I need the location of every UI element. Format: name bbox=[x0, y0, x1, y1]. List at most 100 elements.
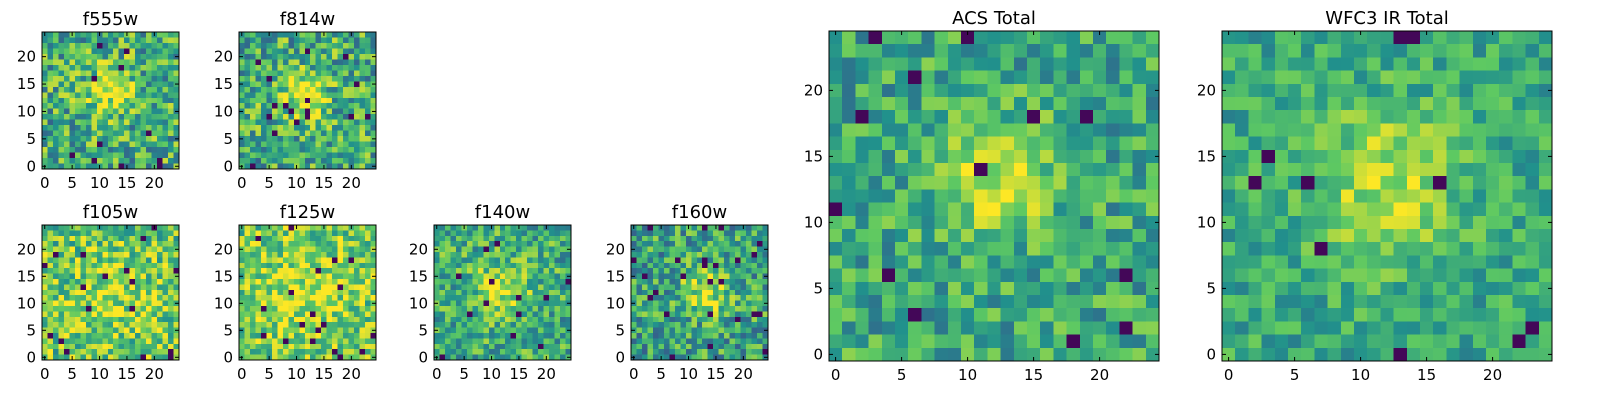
heatmap-cell bbox=[157, 163, 164, 170]
heatmap-cell bbox=[1053, 268, 1068, 283]
heatmap-cell bbox=[80, 333, 87, 339]
heatmap-cell bbox=[321, 108, 328, 115]
heatmap-cell bbox=[713, 230, 720, 237]
heatmap-cell bbox=[332, 257, 339, 264]
heatmap-cell bbox=[450, 235, 457, 242]
heatmap-cell bbox=[260, 97, 267, 104]
heatmap-cell bbox=[239, 147, 246, 154]
heatmap-cell bbox=[271, 48, 278, 55]
heatmap-cell bbox=[1013, 242, 1028, 256]
heatmap-cell bbox=[974, 136, 988, 151]
heatmap-cell bbox=[135, 252, 142, 258]
heatmap-cell bbox=[74, 311, 81, 318]
heatmap-cell bbox=[173, 114, 180, 121]
heatmap-cell bbox=[277, 322, 284, 329]
heatmap-cell bbox=[266, 86, 273, 93]
heatmap-cell bbox=[532, 343, 539, 350]
heatmap-cell bbox=[1420, 97, 1434, 111]
heatmap-cell bbox=[255, 119, 262, 126]
heatmap-cell bbox=[332, 252, 339, 258]
heatmap-cell bbox=[52, 114, 60, 121]
heatmap-cell bbox=[124, 75, 131, 82]
heatmap-cell bbox=[168, 64, 175, 71]
heatmap-cell bbox=[293, 108, 300, 115]
heatmap-cell bbox=[829, 136, 843, 151]
heatmap-cell bbox=[293, 257, 300, 264]
heatmap-cell bbox=[348, 103, 355, 110]
heatmap-cell bbox=[135, 225, 142, 231]
heatmap-cell bbox=[543, 268, 550, 275]
heatmap-cell bbox=[538, 262, 545, 269]
heatmap-cell bbox=[1261, 149, 1276, 164]
heatmap-cell bbox=[255, 284, 262, 291]
heatmap-cell bbox=[244, 114, 251, 121]
heatmap-cell bbox=[365, 311, 372, 318]
heatmap-cell bbox=[685, 262, 692, 269]
heatmap-cell bbox=[565, 262, 572, 269]
heatmap-cell bbox=[293, 289, 300, 296]
heatmap-cell bbox=[96, 241, 103, 248]
heatmap-cell bbox=[129, 241, 136, 248]
heatmap-cell bbox=[1079, 308, 1094, 322]
heatmap-cell bbox=[337, 273, 344, 280]
heatmap-cell bbox=[63, 300, 70, 307]
heatmap-cell bbox=[91, 241, 98, 248]
heatmap-cell bbox=[321, 125, 328, 132]
heatmap-cell bbox=[516, 279, 523, 285]
heatmap-cell bbox=[1235, 176, 1249, 190]
heatmap-cell bbox=[1367, 215, 1381, 230]
heatmap-cell bbox=[1079, 295, 1094, 309]
heatmap-cell bbox=[746, 306, 753, 312]
heatmap-cell bbox=[1040, 295, 1054, 309]
heatmap-cell bbox=[52, 130, 60, 137]
heatmap-cell bbox=[118, 125, 125, 132]
heatmap-cell bbox=[434, 316, 441, 323]
heatmap-cell bbox=[337, 32, 344, 39]
heatmap-cell bbox=[1040, 268, 1054, 283]
heatmap-cell bbox=[173, 70, 180, 77]
heatmap-cell bbox=[266, 338, 273, 345]
heatmap-cell bbox=[91, 53, 98, 60]
heatmap-cell bbox=[140, 70, 147, 77]
heatmap-cell bbox=[74, 125, 81, 132]
heatmap-cell bbox=[52, 225, 60, 231]
heatmap-cell bbox=[239, 257, 246, 264]
heatmap-cell bbox=[691, 246, 698, 253]
heatmap-cell bbox=[472, 338, 479, 345]
heatmap-cell bbox=[91, 225, 98, 231]
heatmap-cell bbox=[239, 230, 246, 237]
heatmap-cell bbox=[310, 32, 317, 39]
heatmap-cell bbox=[631, 241, 638, 248]
heatmap-cell bbox=[735, 333, 742, 339]
heatmap-cell bbox=[140, 32, 147, 39]
heatmap-cell bbox=[636, 284, 643, 291]
heatmap-cell bbox=[554, 333, 561, 339]
heatmap-cell bbox=[1000, 149, 1015, 164]
heatmap-cell bbox=[1093, 295, 1107, 309]
heatmap-cell bbox=[113, 103, 120, 110]
heatmap-cell bbox=[488, 295, 495, 302]
heatmap-cell bbox=[1367, 163, 1381, 177]
heatmap-cell bbox=[102, 230, 109, 237]
heatmap-cell bbox=[118, 32, 125, 39]
heatmap-cell bbox=[829, 97, 843, 111]
heatmap-cell bbox=[560, 327, 567, 334]
heatmap-cell bbox=[549, 268, 556, 275]
heatmap-cell bbox=[282, 241, 289, 248]
heatmap-cell bbox=[516, 343, 523, 350]
heatmap-cell bbox=[444, 241, 452, 248]
heatmap-cell bbox=[151, 257, 158, 264]
heatmap-cell bbox=[129, 108, 136, 115]
heatmap-cell bbox=[707, 306, 714, 312]
heatmap-cell bbox=[52, 97, 60, 104]
heatmap-cell bbox=[118, 225, 125, 231]
heatmap-cell bbox=[735, 225, 742, 231]
heatmap-cell bbox=[118, 279, 125, 285]
heatmap-cell bbox=[140, 322, 147, 329]
heatmap-cell bbox=[255, 53, 262, 60]
heatmap-cell bbox=[162, 114, 169, 121]
heatmap-cell bbox=[69, 300, 76, 307]
heatmap-cell bbox=[321, 92, 328, 99]
y-tick-label: 15 bbox=[606, 267, 625, 285]
heatmap-cell bbox=[260, 311, 267, 318]
